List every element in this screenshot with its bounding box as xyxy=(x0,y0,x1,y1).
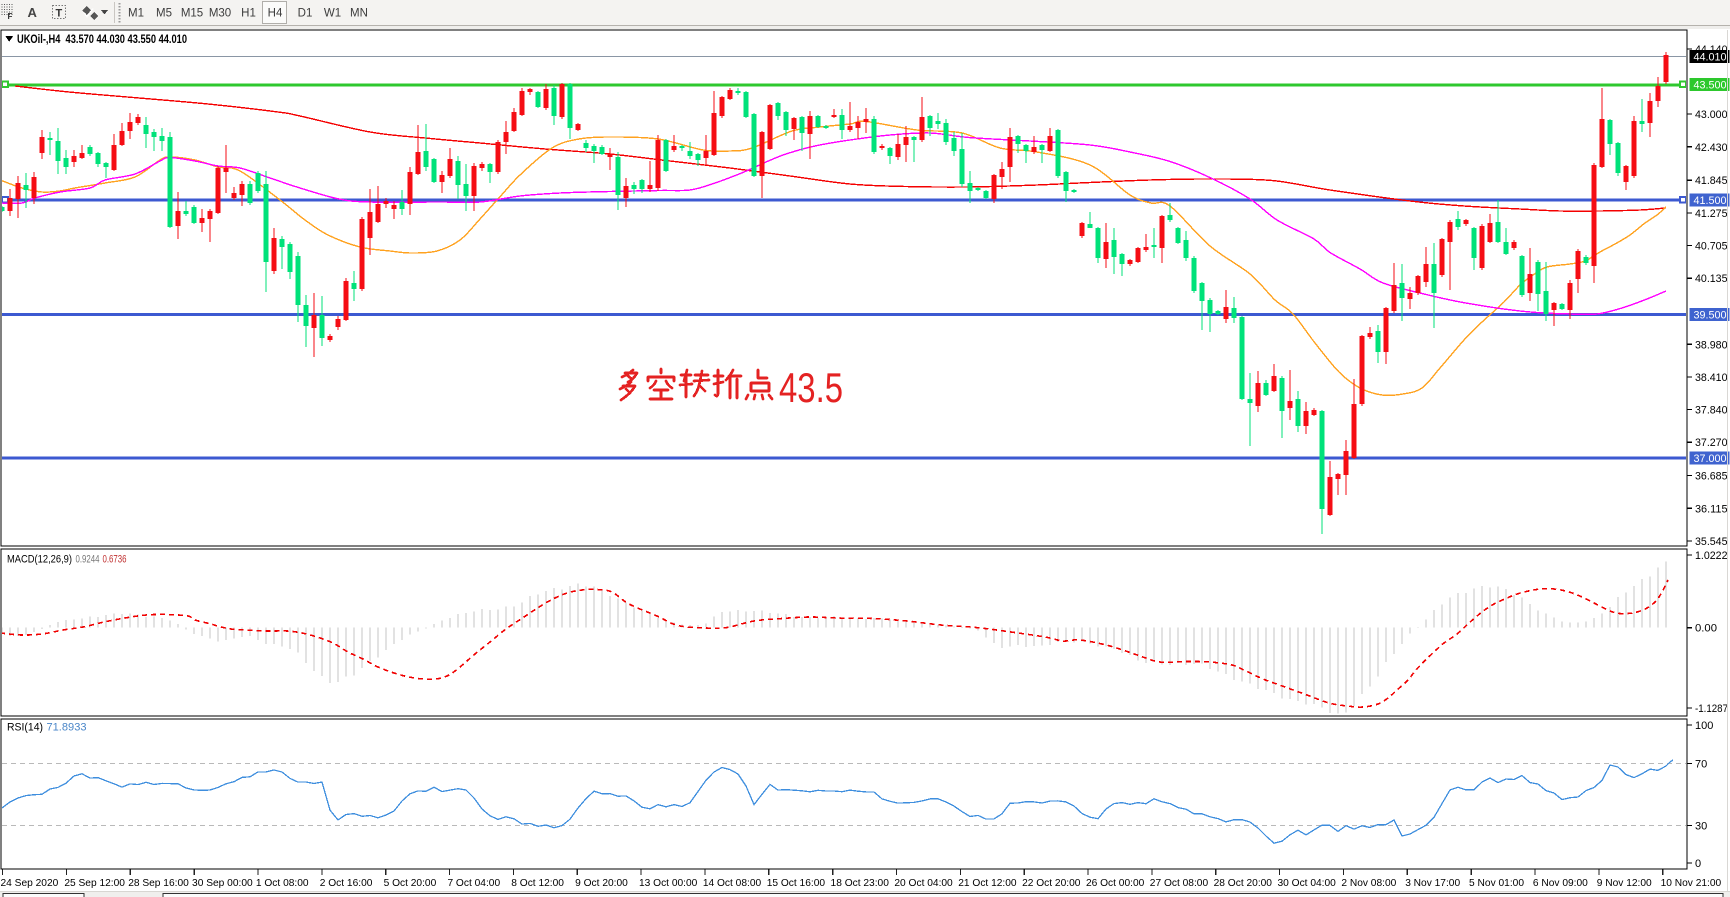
svg-text:13 Oct 00:00: 13 Oct 00:00 xyxy=(639,878,698,889)
svg-text:0: 0 xyxy=(1695,858,1701,870)
svg-text:71.8933: 71.8933 xyxy=(47,722,87,734)
svg-text:9 Oct 20:00: 9 Oct 20:00 xyxy=(575,878,628,889)
svg-text:36.685: 36.685 xyxy=(1695,471,1728,483)
svg-text:43.000: 43.000 xyxy=(1695,109,1728,121)
svg-text:41.275: 41.275 xyxy=(1695,208,1728,220)
svg-text:15 Oct 16:00: 15 Oct 16:00 xyxy=(767,878,826,889)
svg-text:27 Oct 08:00: 27 Oct 08:00 xyxy=(1150,878,1209,889)
svg-text:38.980: 38.980 xyxy=(1695,339,1728,351)
svg-text:W1: W1 xyxy=(324,8,341,20)
svg-text:14 Oct 08:00: 14 Oct 08:00 xyxy=(703,878,762,889)
svg-text:T: T xyxy=(56,8,63,20)
svg-text:7 Oct 04:00: 7 Oct 04:00 xyxy=(447,878,500,889)
svg-text:10 Nov 21:00: 10 Nov 21:00 xyxy=(1661,878,1722,889)
svg-text:100: 100 xyxy=(1695,720,1713,732)
svg-text:41.845: 41.845 xyxy=(1695,175,1728,187)
svg-text:2 Oct 16:00: 2 Oct 16:00 xyxy=(320,878,373,889)
svg-text:-1.1287: -1.1287 xyxy=(1695,703,1728,715)
svg-text:0.6736: 0.6736 xyxy=(103,554,127,566)
svg-text:30 Oct 04:00: 30 Oct 04:00 xyxy=(1278,878,1337,889)
svg-text:H1: H1 xyxy=(241,8,256,20)
svg-text:5 Nov 01:00: 5 Nov 01:00 xyxy=(1469,878,1524,889)
svg-text:M5: M5 xyxy=(156,8,172,20)
svg-text:RSI(14): RSI(14) xyxy=(7,722,43,734)
svg-text:8 Oct 12:00: 8 Oct 12:00 xyxy=(511,878,564,889)
svg-text:42.430: 42.430 xyxy=(1695,142,1728,154)
svg-text:37.270: 37.270 xyxy=(1695,437,1728,449)
svg-text:30 Sep 00:00: 30 Sep 00:00 xyxy=(192,878,253,889)
svg-text:36.115: 36.115 xyxy=(1695,503,1728,515)
svg-text:20 Oct 04:00: 20 Oct 04:00 xyxy=(894,878,953,889)
svg-text:5 Oct 20:00: 5 Oct 20:00 xyxy=(384,878,437,889)
svg-text:18 Oct 23:00: 18 Oct 23:00 xyxy=(831,878,890,889)
svg-text:38.410: 38.410 xyxy=(1695,372,1728,384)
svg-text:A: A xyxy=(28,5,38,20)
svg-text:3 Nov 17:00: 3 Nov 17:00 xyxy=(1405,878,1460,889)
svg-text:39.500: 39.500 xyxy=(1694,310,1727,322)
svg-text:22 Oct 20:00: 22 Oct 20:00 xyxy=(1022,878,1081,889)
svg-text:M15: M15 xyxy=(181,8,203,20)
svg-text:6 Nov 09:00: 6 Nov 09:00 xyxy=(1533,878,1588,889)
svg-text:21 Oct 12:00: 21 Oct 12:00 xyxy=(958,878,1017,889)
svg-text:40.705: 40.705 xyxy=(1695,241,1728,253)
svg-text:M30: M30 xyxy=(209,8,231,20)
svg-text:MACD(12,26,9): MACD(12,26,9) xyxy=(7,554,72,566)
svg-text:28 Sep 16:00: 28 Sep 16:00 xyxy=(128,878,189,889)
svg-text:0.00: 0.00 xyxy=(1695,623,1717,635)
svg-text:30: 30 xyxy=(1695,821,1707,833)
svg-text:26 Oct 00:00: 26 Oct 00:00 xyxy=(1086,878,1145,889)
svg-text:43.500: 43.500 xyxy=(1694,80,1727,92)
svg-text:0.9244: 0.9244 xyxy=(76,554,100,566)
svg-text:2 Nov 08:00: 2 Nov 08:00 xyxy=(1341,878,1396,889)
svg-text:35.545: 35.545 xyxy=(1695,536,1728,548)
svg-text:MN: MN xyxy=(350,8,368,20)
svg-text:37.840: 37.840 xyxy=(1695,405,1728,417)
svg-text:40.135: 40.135 xyxy=(1695,273,1728,285)
svg-text:70: 70 xyxy=(1695,759,1707,771)
svg-text:H4: H4 xyxy=(268,8,283,20)
svg-text:1 Oct 08:00: 1 Oct 08:00 xyxy=(256,878,309,889)
svg-text:UKOil-,H4 43.570 44.030 43.55: UKOil-,H4 43.570 44.030 43.550 44.010 xyxy=(17,34,187,46)
svg-text:24 Sep 2020: 24 Sep 2020 xyxy=(1,878,59,889)
svg-text:D1: D1 xyxy=(298,8,313,20)
svg-text:1.0222: 1.0222 xyxy=(1695,550,1728,562)
svg-text:43.5: 43.5 xyxy=(779,364,843,411)
svg-text:28 Oct 20:00: 28 Oct 20:00 xyxy=(1214,878,1273,889)
svg-text:9 Nov 12:00: 9 Nov 12:00 xyxy=(1597,878,1652,889)
svg-text:41.500: 41.500 xyxy=(1694,195,1727,207)
svg-text:F: F xyxy=(8,12,13,21)
svg-text:M1: M1 xyxy=(128,8,144,20)
svg-text:37.000: 37.000 xyxy=(1694,453,1727,465)
svg-text:25 Sep 12:00: 25 Sep 12:00 xyxy=(64,878,125,889)
svg-text:44.010: 44.010 xyxy=(1694,52,1727,64)
